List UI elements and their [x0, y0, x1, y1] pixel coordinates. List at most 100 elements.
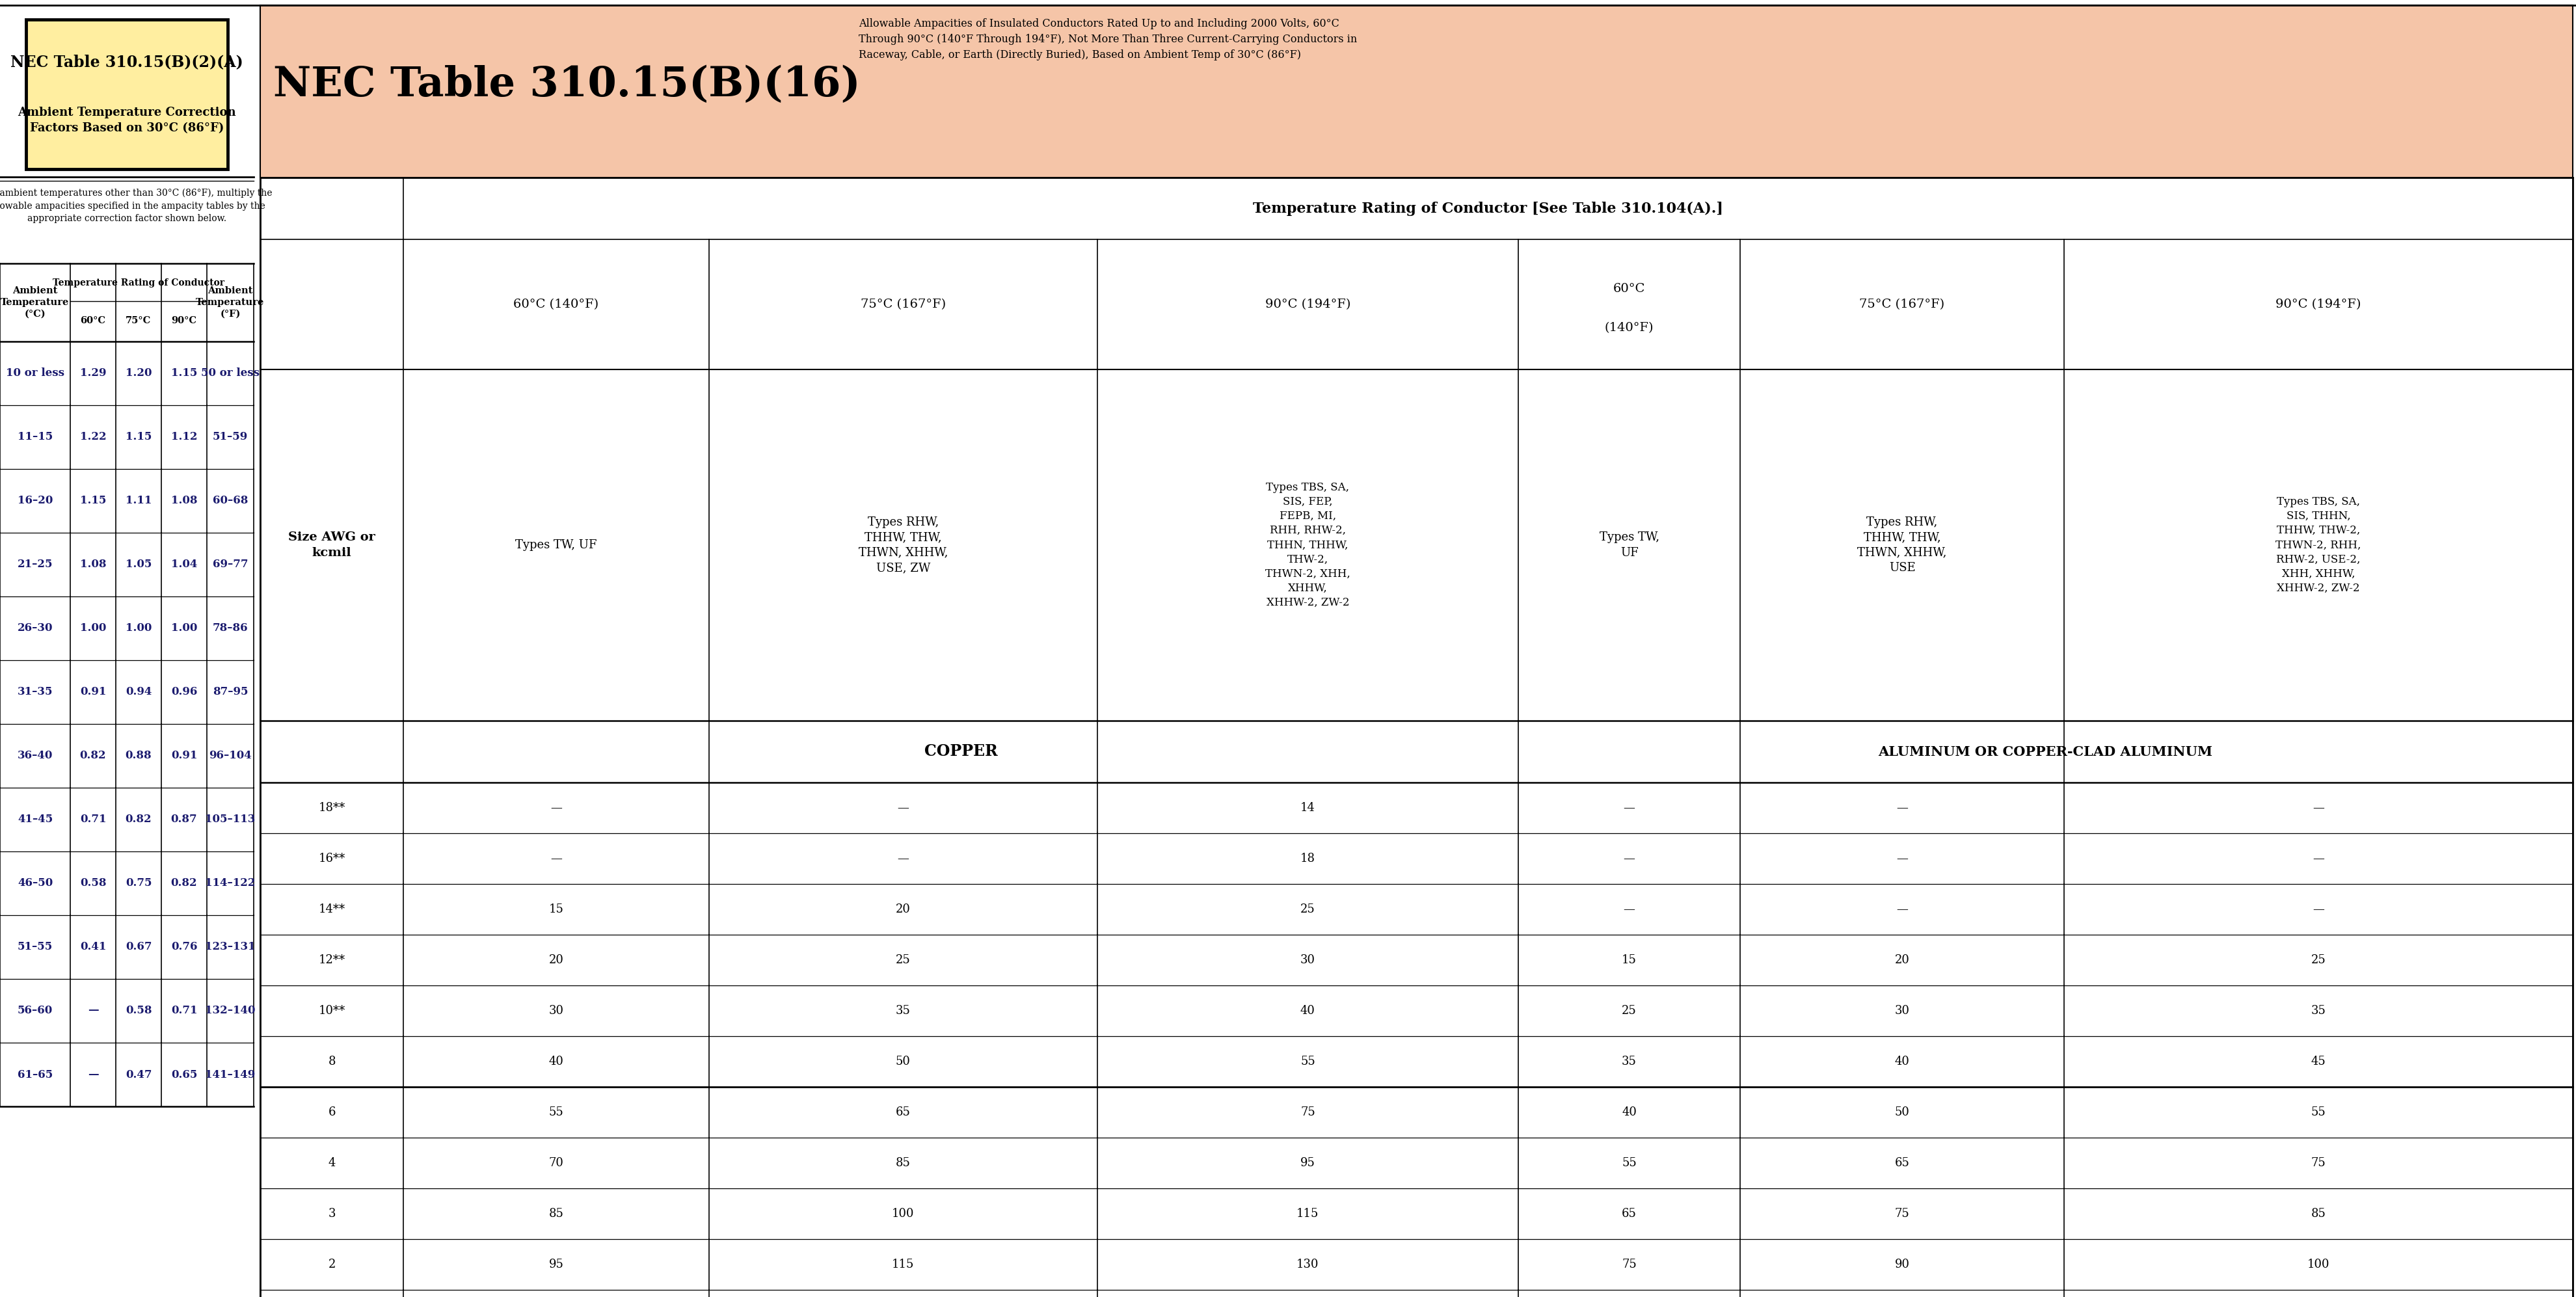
- Text: 95: 95: [1301, 1157, 1316, 1169]
- Text: Types RHW,
THHW, THW,
THWN, XHHW,
USE: Types RHW, THHW, THW, THWN, XHHW, USE: [1857, 516, 1947, 575]
- Text: Ambient
Temperature
(°F): Ambient Temperature (°F): [196, 287, 265, 319]
- Text: 60°C: 60°C: [80, 316, 106, 326]
- Text: —: —: [551, 802, 562, 813]
- Text: 50 or less: 50 or less: [201, 368, 260, 379]
- Text: 55: 55: [1301, 1056, 1316, 1067]
- Text: 0.75: 0.75: [126, 878, 152, 888]
- Text: —: —: [896, 802, 909, 813]
- Text: 90°C: 90°C: [173, 316, 196, 326]
- Text: 31–35: 31–35: [18, 686, 54, 698]
- Text: 130: 130: [1296, 1258, 1319, 1270]
- Text: 6: 6: [327, 1106, 335, 1118]
- Text: 90: 90: [1893, 1258, 1909, 1270]
- Text: 95: 95: [549, 1258, 564, 1270]
- Text: 50: 50: [1896, 1106, 1909, 1118]
- Text: 35: 35: [1623, 1056, 1636, 1067]
- Text: —: —: [1623, 852, 1636, 864]
- Text: 0.91: 0.91: [170, 750, 198, 761]
- Text: 100: 100: [891, 1208, 914, 1219]
- Text: Size AWG or
kcmil: Size AWG or kcmil: [289, 532, 376, 559]
- Text: 75: 75: [1301, 1106, 1316, 1118]
- Text: —: —: [2313, 852, 2324, 864]
- Text: 70: 70: [549, 1157, 564, 1169]
- Text: 1.29: 1.29: [80, 368, 106, 379]
- Text: 25: 25: [2311, 955, 2326, 966]
- Text: For ambient temperatures other than 30°C (86°F), multiply the
allowable ampaciti: For ambient temperatures other than 30°C…: [0, 188, 273, 223]
- Text: Types TW, UF: Types TW, UF: [515, 540, 598, 551]
- Text: 55: 55: [2311, 1106, 2326, 1118]
- Text: 90°C (194°F): 90°C (194°F): [2275, 298, 2362, 310]
- Text: 0.96: 0.96: [170, 686, 198, 698]
- Text: —: —: [1896, 904, 1909, 916]
- Text: 0.94: 0.94: [126, 686, 152, 698]
- Text: ALUMINUM OR COPPER-CLAD ALUMINUM: ALUMINUM OR COPPER-CLAD ALUMINUM: [1878, 744, 2213, 759]
- Text: 15: 15: [1623, 955, 1636, 966]
- Text: —: —: [88, 1005, 98, 1017]
- Text: 0.82: 0.82: [80, 750, 106, 761]
- Text: —: —: [2313, 904, 2324, 916]
- Text: 85: 85: [896, 1157, 909, 1169]
- Text: 105–113: 105–113: [206, 815, 255, 825]
- Text: 1.04: 1.04: [170, 559, 198, 571]
- Text: 35: 35: [2311, 1005, 2326, 1017]
- Text: 65: 65: [896, 1106, 909, 1118]
- Text: 0.76: 0.76: [170, 942, 198, 952]
- Text: 85: 85: [2311, 1208, 2326, 1219]
- Text: 0.58: 0.58: [80, 878, 106, 888]
- Text: 14: 14: [1301, 802, 1316, 813]
- Text: 0.88: 0.88: [126, 750, 152, 761]
- Text: 114–122: 114–122: [206, 878, 255, 888]
- Text: 35: 35: [896, 1005, 909, 1017]
- Text: 8: 8: [327, 1056, 335, 1067]
- FancyBboxPatch shape: [260, 5, 2573, 178]
- Text: 0.67: 0.67: [126, 942, 152, 952]
- Text: 15: 15: [549, 904, 564, 916]
- Text: 60–68: 60–68: [214, 495, 247, 506]
- Text: NEC Table 310.15(B)(2)(A): NEC Table 310.15(B)(2)(A): [10, 54, 242, 70]
- Text: 75: 75: [1623, 1258, 1636, 1270]
- Text: 65: 65: [1896, 1157, 1909, 1169]
- Text: Ambient
Temperature
(°C): Ambient Temperature (°C): [0, 287, 70, 319]
- Text: 11–15: 11–15: [18, 432, 52, 442]
- Text: 0.82: 0.82: [170, 878, 198, 888]
- Text: 55: 55: [549, 1106, 564, 1118]
- Text: 25: 25: [896, 955, 909, 966]
- Text: Types RHW,
THHW, THW,
THWN, XHHW,
USE, ZW: Types RHW, THHW, THW, THWN, XHHW, USE, Z…: [858, 516, 948, 575]
- Text: 45: 45: [2311, 1056, 2326, 1067]
- Text: 1.08: 1.08: [170, 495, 198, 506]
- Text: 0.71: 0.71: [170, 1005, 198, 1017]
- Text: 0.65: 0.65: [170, 1069, 198, 1080]
- Text: 1.00: 1.00: [170, 623, 198, 634]
- Text: Allowable Ampacities of Insulated Conductors Rated Up to and Including 2000 Volt: Allowable Ampacities of Insulated Conduc…: [858, 18, 1358, 61]
- Text: 75°C: 75°C: [126, 316, 152, 326]
- Text: 75: 75: [1896, 1208, 1909, 1219]
- Text: 0.47: 0.47: [126, 1069, 152, 1080]
- Text: 18**: 18**: [319, 802, 345, 813]
- Text: —: —: [1623, 904, 1636, 916]
- Text: Types TW,
UF: Types TW, UF: [1600, 532, 1659, 559]
- Text: 0.58: 0.58: [126, 1005, 152, 1017]
- Text: 132–140: 132–140: [206, 1005, 255, 1017]
- Text: 0.41: 0.41: [80, 942, 106, 952]
- Text: 90°C (194°F): 90°C (194°F): [1265, 298, 1350, 310]
- Text: 96–104: 96–104: [209, 750, 252, 761]
- Text: 87–95: 87–95: [214, 686, 247, 698]
- Text: 69–77: 69–77: [214, 559, 247, 571]
- Text: 75°C (167°F): 75°C (167°F): [1860, 298, 1945, 310]
- Text: 1.15: 1.15: [170, 368, 198, 379]
- FancyBboxPatch shape: [26, 19, 227, 169]
- Text: 60°C (140°F): 60°C (140°F): [513, 298, 598, 310]
- Text: 25: 25: [1301, 904, 1316, 916]
- Text: —: —: [551, 852, 562, 864]
- Text: 25: 25: [1623, 1005, 1636, 1017]
- Text: 4: 4: [327, 1157, 335, 1169]
- Text: 40: 40: [1623, 1106, 1636, 1118]
- Text: 75: 75: [2311, 1157, 2326, 1169]
- Text: 115: 115: [1296, 1208, 1319, 1219]
- Text: 1.12: 1.12: [170, 432, 198, 442]
- Text: 36–40: 36–40: [18, 750, 54, 761]
- Text: 0.91: 0.91: [80, 686, 106, 698]
- Text: 21–25: 21–25: [18, 559, 54, 571]
- Text: —: —: [896, 852, 909, 864]
- Text: 30: 30: [549, 1005, 564, 1017]
